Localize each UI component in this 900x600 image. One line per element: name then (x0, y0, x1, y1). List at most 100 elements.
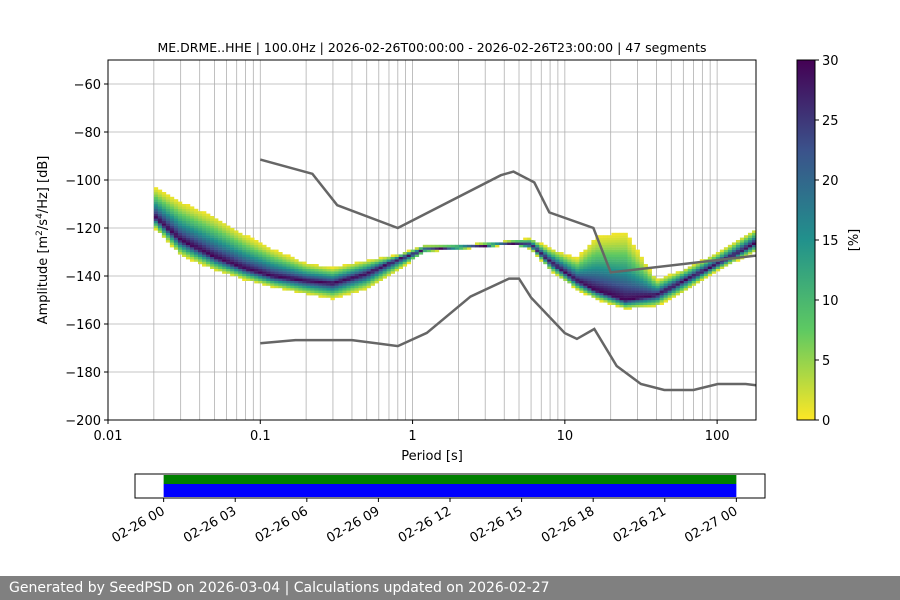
psd-cell (173, 228, 179, 231)
psd-cell (197, 218, 203, 221)
psd-cell (302, 268, 307, 272)
psd-cell (631, 297, 636, 301)
psd-cell (559, 271, 564, 274)
psd-cell (675, 280, 681, 284)
psd-cell (687, 285, 693, 289)
psd-cell (302, 290, 307, 293)
psd-cell (639, 278, 644, 281)
psd-cell (306, 283, 311, 286)
psd-cell (631, 278, 636, 281)
psd-cell (193, 244, 199, 248)
psd-cell (394, 261, 400, 265)
psd-cell (575, 288, 580, 291)
psd-cell (210, 240, 215, 243)
psd-cell (226, 247, 231, 250)
psd-cell (310, 268, 315, 272)
psd-cell (695, 266, 701, 269)
data-timeline: 02-26 00 02-26 03 02-26 06 02-26 09 02-26 12… (110, 473, 766, 546)
psd-cell (667, 297, 672, 301)
psd-cell (266, 247, 271, 250)
psd-cell (282, 259, 287, 262)
psd-cell (607, 297, 612, 301)
psd-cell (595, 261, 600, 265)
psd-cell (234, 266, 239, 269)
psd-cell (185, 256, 191, 260)
psd-cell (711, 264, 717, 267)
psd-cell (193, 252, 199, 255)
psd-cell (242, 256, 247, 260)
psd-cell (631, 300, 636, 303)
psd-cell (366, 259, 371, 262)
psd-cell (623, 278, 628, 281)
psd-cell (591, 256, 596, 260)
psd-cell (378, 273, 383, 277)
psd-cell (607, 273, 612, 277)
psd-cell (294, 280, 299, 284)
psd-cell (599, 237, 604, 241)
psd-cell (234, 240, 239, 243)
psd-cell (571, 278, 576, 281)
psd-cell (378, 266, 383, 269)
psd-cell (350, 271, 355, 274)
psd-cell (667, 276, 672, 279)
psd-cell (193, 211, 199, 214)
psd-cell (374, 278, 379, 281)
psd-cell (342, 283, 347, 286)
psd-cell (270, 254, 275, 257)
psd-cell (587, 266, 592, 269)
psd-cell (157, 192, 163, 195)
psd-cell (663, 278, 668, 281)
psd-cell (591, 278, 596, 281)
psd-cell (691, 273, 697, 277)
psd-cell (177, 204, 183, 207)
psd-cell (242, 268, 247, 272)
psd-cell (310, 283, 315, 286)
psd-cell (555, 271, 560, 274)
psd-cell (165, 204, 171, 207)
psd-cell (173, 208, 179, 212)
psd-cell (177, 249, 183, 253)
psd-cell (583, 266, 588, 269)
psd-cell (161, 201, 167, 205)
psd-cell (647, 292, 652, 296)
psd-cell (667, 290, 672, 293)
x-tick-label: 0.01 (94, 429, 123, 444)
psd-cell (197, 225, 203, 229)
psd-cell (491, 244, 496, 248)
psd-cell (643, 271, 648, 274)
psd-cell (647, 273, 652, 277)
psd-cell (575, 280, 580, 284)
psd-cell (266, 283, 271, 286)
psd-cell (290, 278, 295, 281)
psd-cell (735, 242, 741, 245)
y-tick-label: −120 (65, 222, 101, 237)
psd-cell (611, 242, 616, 245)
psd-cell (250, 273, 255, 277)
psd-cell (210, 252, 215, 255)
psd-cell (238, 259, 243, 262)
psd-cell (189, 230, 195, 233)
psd-cell (603, 252, 608, 255)
timeline-tick-label: 02-27 00 (682, 504, 740, 546)
psd-cell (647, 297, 652, 301)
psd-cell (366, 266, 371, 269)
psd-cell (246, 268, 251, 272)
psd-cell (226, 249, 231, 253)
psd-cell (719, 252, 725, 255)
psd-cell (262, 266, 267, 269)
psd-cell (169, 235, 175, 238)
psd-cell (374, 261, 379, 265)
psd-cell (615, 295, 620, 298)
psd-cell (615, 235, 620, 238)
psd-cell (242, 259, 247, 262)
psd-cell (422, 244, 428, 248)
psd-cell (310, 271, 315, 274)
psd-cell (631, 292, 636, 296)
psd-cell (214, 225, 219, 229)
psd-cell (378, 268, 383, 272)
psd-cell (242, 235, 247, 238)
psd-cell (169, 201, 175, 205)
psd-cell (161, 213, 167, 217)
psd-cell (157, 204, 163, 207)
psd-cell (161, 223, 167, 226)
